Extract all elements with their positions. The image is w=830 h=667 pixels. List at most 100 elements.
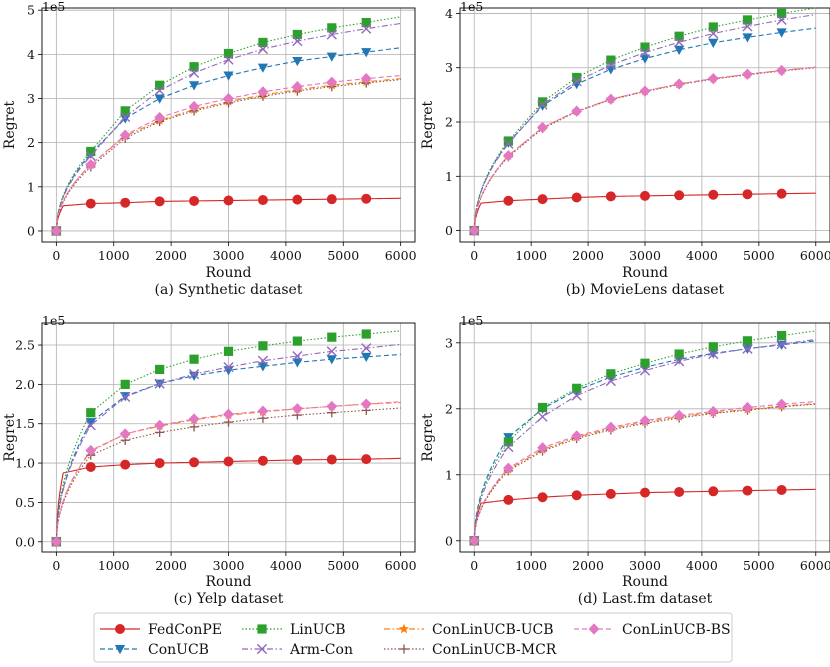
data-point: [257, 63, 269, 73]
chart-panel-3: 0 1000 2000 3000 4000 5000 6000 0.0 0.5 1.0 1.5 2.0…: [2, 313, 417, 607]
data-point: [537, 121, 548, 134]
data-point: [640, 190, 651, 201]
chart-panel-2: 0 1000 2000 3000 4000 5000 6000 0 1 2 3 4 1e5 Round Re…: [420, 0, 830, 298]
x-tick-label: 2000: [155, 558, 187, 573]
data-point: [777, 8, 787, 19]
data-point: [223, 361, 234, 373]
data-point: [468, 224, 480, 237]
data-point: [327, 23, 337, 33]
series-linucb: [51, 329, 401, 547]
series-conlinucb-bs: [50, 398, 401, 548]
chart-caption: (c) Yelp dataset: [174, 591, 284, 607]
data-point: [673, 78, 685, 90]
data-point: [361, 48, 372, 58]
x-tick-label: 0: [470, 248, 478, 263]
data-point: [503, 494, 514, 505]
data-point: [154, 419, 166, 431]
data-point: [503, 195, 514, 206]
data-point: [223, 456, 234, 467]
legend-marker: [257, 624, 267, 634]
legend-label: FedConPE: [148, 622, 222, 638]
data-point: [188, 67, 200, 78]
data-point: [707, 72, 719, 85]
data-point: [154, 111, 166, 124]
chart-panel-4: 0 1000 2000 3000 4000 5000 6000 0 1 2 3 1e5 Round Reg…: [420, 313, 830, 607]
y-tick-label: 2: [445, 401, 453, 416]
data-point: [571, 192, 582, 203]
y-tick-label: 2: [27, 135, 35, 150]
data-point: [777, 330, 787, 341]
data-point: [292, 36, 303, 47]
data-point: [776, 188, 787, 199]
data-point: [776, 398, 788, 410]
data-point: [572, 383, 582, 393]
data-point: [537, 402, 548, 413]
data-point: [292, 454, 303, 465]
data-point: [258, 341, 268, 351]
data-point: [119, 129, 131, 141]
data-point: [292, 336, 302, 346]
data-point: [292, 358, 303, 368]
data-point: [742, 336, 753, 346]
x-tick-label: 1000: [98, 558, 130, 573]
y-tick-label: 0: [27, 223, 35, 238]
series-conlinucb-mcr: [51, 405, 401, 547]
data-point: [223, 48, 234, 59]
data-point: [85, 420, 96, 431]
data-point: [673, 409, 685, 421]
data-point: [154, 85, 165, 96]
data-point: [120, 106, 130, 116]
axis-scale-label: 1e5: [460, 313, 483, 328]
data-point: [188, 413, 200, 425]
data-point: [189, 195, 200, 206]
data-point: [708, 486, 719, 497]
data-point: [503, 138, 514, 149]
data-point: [257, 195, 268, 206]
data-point: [606, 369, 616, 379]
y-tick-label: 0: [445, 223, 453, 238]
data-point: [742, 33, 753, 43]
data-point: [708, 38, 719, 48]
x-tick-label: 5000: [743, 248, 775, 263]
series-conlinucb-bs: [50, 73, 401, 237]
x-axis-label: Round: [622, 574, 668, 590]
y-tick-label: 4: [445, 6, 453, 21]
legend-entry-arm-con: Arm-Con: [242, 642, 353, 658]
data-point: [120, 391, 131, 403]
y-tick-label: 2.0: [15, 377, 35, 392]
data-point: [326, 454, 337, 465]
axis-scale-label: 1e5: [42, 0, 65, 14]
x-tick-label: 0: [470, 558, 478, 573]
data-point: [154, 458, 165, 469]
data-point: [189, 62, 199, 72]
data-point: [188, 371, 200, 381]
data-point: [360, 398, 372, 410]
data-point: [188, 100, 200, 113]
data-point: [502, 150, 514, 162]
data-point: [674, 349, 684, 359]
series-line: [55, 78, 401, 232]
data-point: [119, 428, 131, 440]
data-point: [257, 86, 269, 98]
data-point: [327, 332, 337, 342]
y-tick-label: 5: [27, 3, 35, 18]
y-tick-label: 2.5: [15, 338, 35, 353]
legend-entry-linucb: LinUCB: [242, 622, 346, 638]
data-point: [257, 405, 269, 417]
data-point: [776, 28, 787, 38]
x-tick-label: 5000: [743, 558, 775, 573]
legend-entry-conlinucb-bs: ConLinUCB-BS: [574, 622, 731, 638]
data-point: [292, 29, 302, 40]
series-line: [55, 343, 401, 542]
data-point: [223, 71, 234, 81]
data-point: [154, 196, 165, 207]
data-point: [292, 194, 303, 205]
series-arm-con: [469, 13, 816, 236]
x-tick-label: 4000: [270, 248, 302, 263]
y-tick-label: 1: [27, 179, 35, 194]
data-point: [223, 92, 234, 105]
data-point: [223, 195, 234, 206]
data-point: [502, 462, 514, 474]
legend-label: LinUCB: [290, 622, 346, 638]
